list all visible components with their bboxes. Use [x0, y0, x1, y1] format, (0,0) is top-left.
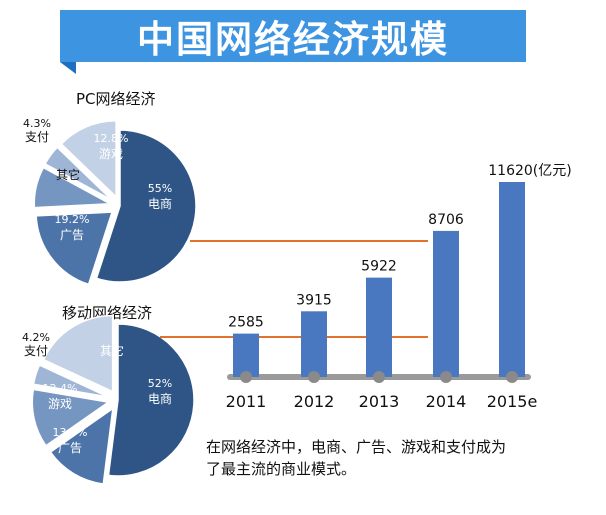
title-banner — [60, 10, 526, 74]
pc-slice-value-label: 12.8% — [94, 132, 129, 145]
bar-value-label: 2585 — [228, 315, 264, 331]
mobile-slice-category-label: 广告 — [58, 441, 82, 455]
bar-value-label: 3915 — [296, 292, 332, 308]
bar-value-label: 11620(亿元) — [488, 163, 571, 179]
bar-value-label: 8706 — [428, 212, 464, 228]
caption-line-2: 了最主流的商业模式。 — [206, 460, 357, 478]
banner-ribbon-fold — [60, 62, 76, 74]
pc-slice-category-label: 支付 — [25, 130, 49, 144]
axis-tick-dot — [373, 371, 385, 383]
axis-tick-dot — [506, 371, 518, 383]
mobile-slice-category-label: 支付 — [24, 344, 48, 358]
caption: 在网络经济中，电商、广告、游戏和支付成为 了最主流的商业模式。 — [206, 436, 576, 480]
pc-slice-category-label: 其它 — [56, 167, 80, 182]
axis-tick-dot — [440, 371, 452, 383]
bar — [301, 311, 327, 377]
banner-ribbon — [60, 10, 526, 62]
pc-pie-slice — [33, 166, 113, 209]
mobile-slice-value-label: 12.4% — [43, 382, 78, 395]
pc-pie-slice — [44, 146, 113, 201]
pc-slice-value-label: 19.2% — [55, 213, 90, 226]
pc-slice-value-label: 4.3% — [23, 117, 51, 130]
x-tick-label: 2013 — [359, 392, 400, 411]
mobile-pie-slice — [49, 406, 114, 485]
mobile-slice-value-label: 13.3% — [53, 426, 88, 439]
unit-label: (亿元) — [533, 163, 572, 179]
mobile-slice-category-label: 游戏 — [48, 397, 72, 411]
bar — [233, 333, 259, 377]
bar — [433, 230, 459, 377]
axis-tick-dot — [308, 371, 320, 383]
mobile-slice-value-label: 52% — [148, 377, 172, 390]
pc-slice-category-label: 游戏 — [99, 147, 123, 161]
caption-line-1: 在网络经济中，电商、广告、游戏和支付成为 — [206, 438, 507, 456]
pc-pie-slice — [95, 129, 197, 283]
page-title: 中国网络经济规模 — [137, 18, 449, 61]
mobile-pie-slice — [42, 314, 114, 393]
pc-slice-value-label: 55% — [148, 182, 172, 195]
mobile-pie-slice — [107, 323, 195, 477]
mobile-slice-value-label: 4.2% — [22, 331, 50, 344]
pc-pie-title: PC网络经济 — [76, 90, 156, 108]
x-tick-label: 2014 — [426, 392, 467, 411]
bar — [366, 277, 392, 377]
pc-slice-category-label: 广告 — [60, 228, 84, 242]
mobile-slice-category-label: 电商 — [148, 391, 172, 406]
mobile-slice-category-label: 其它 — [100, 343, 124, 358]
x-tick-label: 2015e — [487, 392, 538, 411]
pc-pie-slice — [60, 120, 117, 199]
mobile-pie-slice — [32, 364, 109, 398]
x-tick-label: 2011 — [226, 392, 267, 411]
mobile-pie-title: 移动网络经济 — [62, 304, 153, 322]
x-tick-label: 2012 — [294, 392, 335, 411]
pc-slice-category-label: 电商 — [148, 196, 172, 211]
axis-tick-dot — [240, 371, 252, 383]
pc-pie-slice — [35, 211, 114, 286]
bar-value-label: 5922 — [361, 259, 397, 275]
mobile-pie-slice — [31, 388, 111, 447]
bar — [499, 182, 525, 377]
